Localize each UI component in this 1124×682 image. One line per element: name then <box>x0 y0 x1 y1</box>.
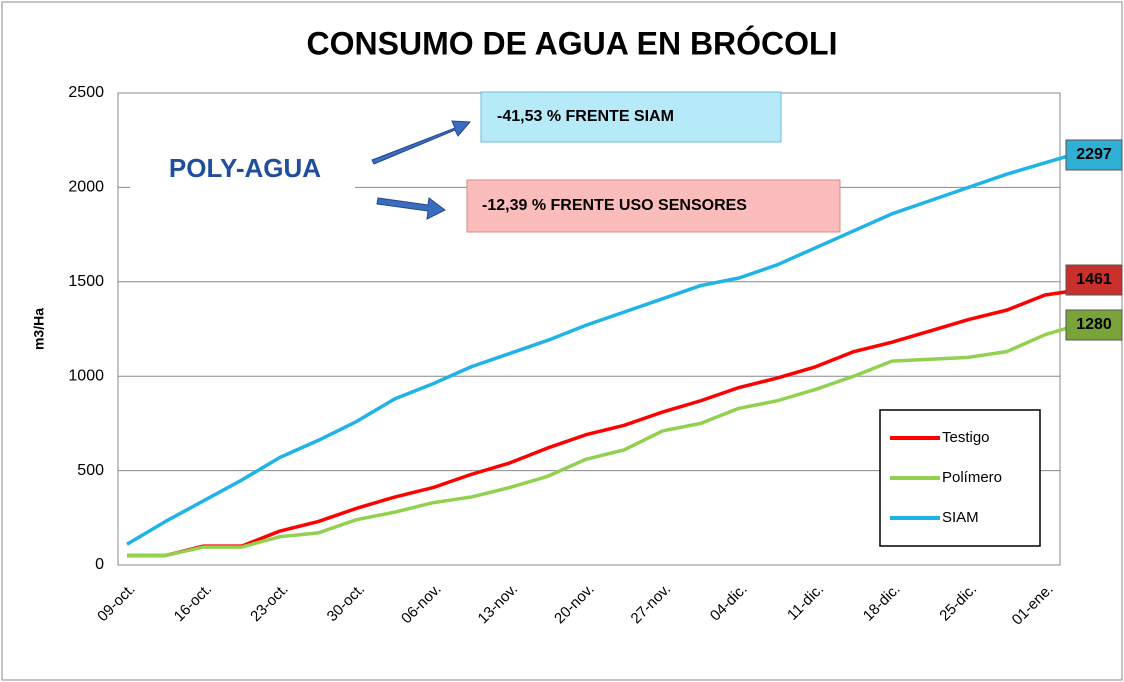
end-label: 2297 <box>1076 146 1112 163</box>
y-tick-label: 500 <box>77 462 104 479</box>
annotation: -12,39 % FRENTE USO SENSORES <box>482 197 747 214</box>
y-tick-label: 2000 <box>68 179 104 196</box>
chart-title: CONSUMO DE AGUA EN BRÓCOLI <box>307 25 838 61</box>
legend-label: SIAM <box>942 509 979 526</box>
y-tick-label: 2500 <box>68 84 104 101</box>
y-axis-label: m3/Ha <box>31 308 47 350</box>
end-label: 1461 <box>1076 271 1112 288</box>
y-tick-label: 1000 <box>68 367 104 384</box>
legend-label: Polímero <box>942 469 1002 486</box>
annotation: POLY-AGUA <box>169 153 321 183</box>
annotation: -41,53 % FRENTE SIAM <box>497 108 674 125</box>
end-label: 1280 <box>1076 316 1112 333</box>
chart: CONSUMO DE AGUA EN BRÓCOLI m3/Ha 0 500 100… <box>0 0 1124 682</box>
legend-label: Testigo <box>942 429 990 446</box>
y-tick-label: 0 <box>95 556 104 573</box>
y-tick-label: 1500 <box>68 273 104 290</box>
